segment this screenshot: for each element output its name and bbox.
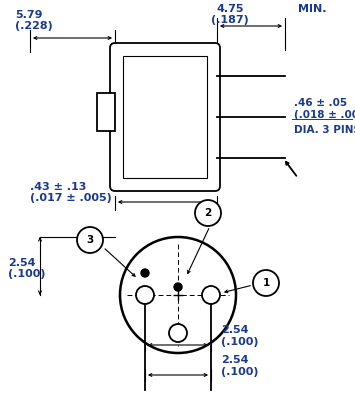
Circle shape <box>141 269 149 277</box>
Text: 2: 2 <box>204 208 212 218</box>
Text: DIA. 3 PINS: DIA. 3 PINS <box>294 125 355 135</box>
Bar <box>97 93 115 131</box>
FancyBboxPatch shape <box>110 43 220 191</box>
Text: (.100): (.100) <box>221 367 258 377</box>
Circle shape <box>136 286 154 304</box>
Text: (.018 ± .002): (.018 ± .002) <box>294 110 355 120</box>
Circle shape <box>77 227 103 253</box>
Text: (.017 ± .005): (.017 ± .005) <box>30 193 112 203</box>
Circle shape <box>202 286 220 304</box>
Text: 1: 1 <box>262 278 270 288</box>
Circle shape <box>120 237 236 353</box>
Text: .46 ± .05: .46 ± .05 <box>294 98 347 108</box>
Text: .43 ± .13: .43 ± .13 <box>30 182 86 192</box>
Text: (.100): (.100) <box>221 337 258 347</box>
Text: 2.54: 2.54 <box>221 325 248 335</box>
Text: 2.54: 2.54 <box>221 355 248 365</box>
Text: 2.54: 2.54 <box>8 258 36 268</box>
Bar <box>123 56 207 178</box>
Text: (.187): (.187) <box>211 15 249 25</box>
Text: MIN.: MIN. <box>298 4 327 14</box>
Circle shape <box>169 324 187 342</box>
Text: 5.79: 5.79 <box>15 10 43 20</box>
Text: (.228): (.228) <box>15 21 53 31</box>
Text: 3: 3 <box>86 235 94 245</box>
Circle shape <box>253 270 279 296</box>
Text: 4.75: 4.75 <box>216 4 244 14</box>
Circle shape <box>195 200 221 226</box>
Circle shape <box>174 283 182 291</box>
Text: (.100): (.100) <box>8 269 45 279</box>
